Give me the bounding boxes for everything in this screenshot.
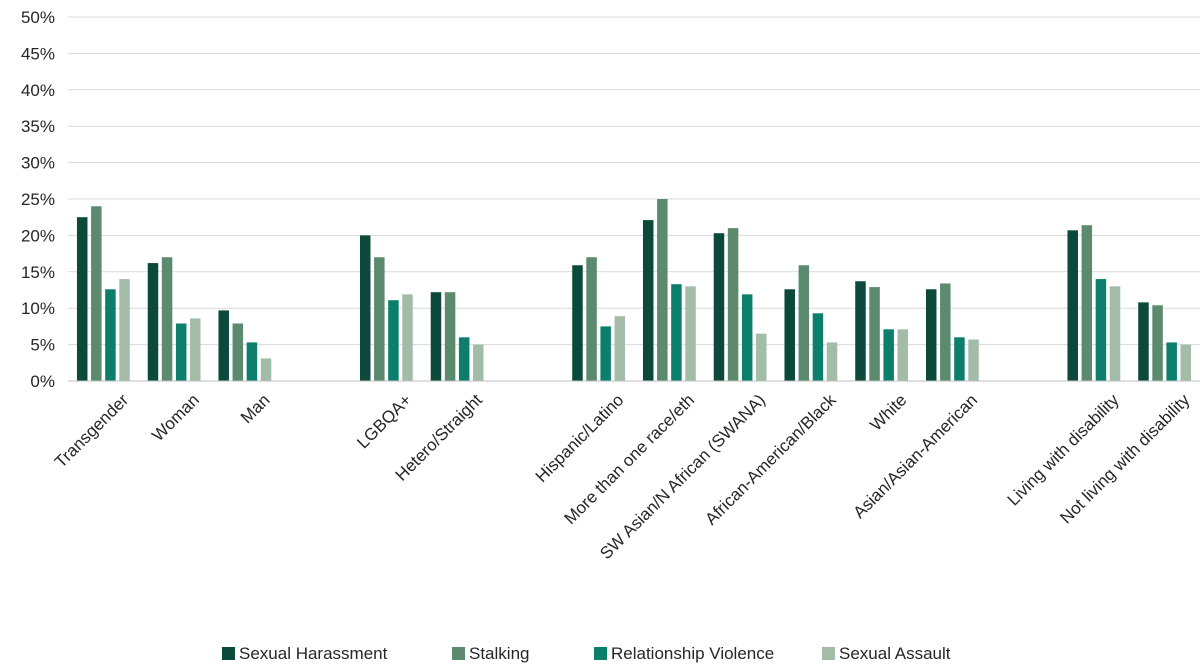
bar-stalking-hetero-straight: [444, 292, 456, 381]
y-tick-label: 15%: [21, 263, 55, 282]
bar-sexual-assault-lgbqa: [402, 294, 413, 381]
bar-sexual-assault-hetero-straight: [473, 344, 484, 381]
bar-stalking-woman: [161, 257, 173, 381]
y-axis-tick-labels: 0% 5% 10% 15% 20% 25% 30% 35% 40% 45% 50%: [21, 8, 55, 391]
y-tick-label: 30%: [21, 154, 55, 173]
y-tick-label: 25%: [21, 190, 55, 209]
y-tick-label: 0%: [30, 372, 55, 391]
bar-sexual-assault-woman: [190, 318, 201, 381]
bar-sexual-assault-african-american-black: [826, 342, 838, 381]
x-tick-label: Woman: [148, 390, 203, 445]
gridlines: [68, 16, 1200, 346]
legend-label-relationship-violence: Relationship Violence: [611, 644, 774, 663]
bar-stalking-lgbqa: [374, 257, 385, 381]
legend-swatch-relationship-violence: [594, 647, 607, 660]
legend-swatch-sexual-harassment: [222, 647, 235, 660]
x-axis-category-labels: Transgender Woman Man LGBQA+Hetero/Straight…: [51, 390, 1194, 563]
bar-sexual-assault-white: [897, 329, 909, 381]
bar-sexual-harassment-sw-asian-n-african-swana: [713, 233, 725, 381]
bar-relationship-violence-lgbqa: [388, 300, 399, 381]
bar-relationship-violence-african-american-black: [812, 313, 824, 381]
x-tick-label: More than one race/eth: [560, 390, 698, 528]
bar-sexual-assault-not-living-with-disability: [1180, 344, 1192, 381]
bar-sexual-harassment-not-living-with-disability: [1138, 302, 1149, 381]
bar-relationship-violence-living-with-disability: [1095, 279, 1107, 381]
y-tick-label: 10%: [21, 299, 55, 318]
bar-sexual-harassment-hispanic-latino: [572, 265, 583, 381]
x-tick-label: Man: [237, 390, 274, 427]
bar-sexual-assault-asian-asian-american: [968, 339, 979, 381]
bar-sexual-harassment-living-with-disability: [1067, 230, 1078, 381]
bar-sexual-harassment-woman: [147, 263, 159, 381]
bar-relationship-violence-man: [246, 342, 258, 381]
x-tick-label: Asian/Asian-American: [850, 390, 982, 522]
x-tick-label: Transgender: [51, 390, 132, 471]
x-tick-label: African-American/Black: [701, 390, 840, 529]
bar-stalking-hispanic-latino: [586, 257, 597, 381]
bar-sexual-harassment-lgbqa: [359, 235, 371, 381]
bar-sexual-assault-more-than-one-race-eth: [685, 286, 696, 381]
bar-sexual-assault-living-with-disability: [1109, 286, 1121, 381]
bar-sexual-harassment-hetero-straight: [430, 292, 442, 381]
y-tick-label: 20%: [21, 226, 55, 245]
legend: Sexual Harassment Stalking Relationship Vi…: [222, 644, 951, 663]
bar-stalking-sw-asian-n-african-swana: [727, 228, 739, 381]
x-tick-label: White: [866, 390, 910, 434]
bar-stalking-not-living-with-disability: [1152, 305, 1163, 381]
legend-swatch-sexual-assault: [822, 647, 835, 660]
bar-stalking-asian-asian-american: [940, 283, 951, 381]
bar-sexual-assault-sw-asian-n-african-swana: [756, 333, 767, 381]
bar-sexual-assault-hispanic-latino: [614, 316, 626, 381]
bar-relationship-violence-hetero-straight: [458, 337, 470, 381]
y-tick-label: 50%: [21, 8, 55, 27]
bar-relationship-violence-sw-asian-n-african-swana: [741, 294, 753, 381]
bar-relationship-violence-transgender: [105, 289, 116, 381]
bar-sexual-harassment-man: [218, 310, 229, 381]
bar-sexual-harassment-more-than-one-race-eth: [642, 220, 654, 381]
bar-stalking-living-with-disability: [1081, 225, 1093, 381]
bar-relationship-violence-not-living-with-disability: [1166, 342, 1177, 381]
bar-stalking-more-than-one-race-eth: [657, 199, 668, 381]
bar-relationship-violence-hispanic-latino: [600, 326, 611, 381]
bar-relationship-violence-woman: [175, 323, 187, 381]
y-tick-label: 40%: [21, 81, 55, 100]
bar-stalking-man: [232, 323, 244, 381]
y-tick-label: 35%: [21, 117, 55, 136]
bar-sexual-harassment-african-american-black: [784, 289, 795, 381]
y-tick-label: 45%: [21, 44, 55, 63]
x-tick-label: Not living with disability: [1056, 390, 1193, 527]
bar-stalking-white: [869, 287, 880, 381]
legend-label-sexual-harassment: Sexual Harassment: [239, 644, 388, 663]
bars: [76, 199, 1192, 381]
legend-label-sexual-assault: Sexual Assault: [839, 644, 951, 663]
bar-sexual-assault-transgender: [119, 279, 130, 381]
x-tick-label: LGBQA+: [353, 390, 415, 452]
bar-relationship-violence-white: [883, 329, 894, 381]
bar-sexual-assault-man: [260, 358, 272, 381]
bar-sexual-harassment-white: [855, 281, 866, 381]
y-tick-label: 5%: [30, 336, 55, 355]
bar-sexual-harassment-transgender: [76, 217, 88, 381]
legend-swatch-stalking: [452, 647, 465, 660]
bar-stalking-african-american-black: [798, 265, 810, 381]
legend-label-stalking: Stalking: [469, 644, 529, 663]
bar-relationship-violence-more-than-one-race-eth: [671, 284, 682, 381]
bar-relationship-violence-asian-asian-american: [954, 337, 965, 381]
bar-stalking-transgender: [91, 206, 102, 381]
bar-sexual-harassment-asian-asian-american: [925, 289, 937, 381]
